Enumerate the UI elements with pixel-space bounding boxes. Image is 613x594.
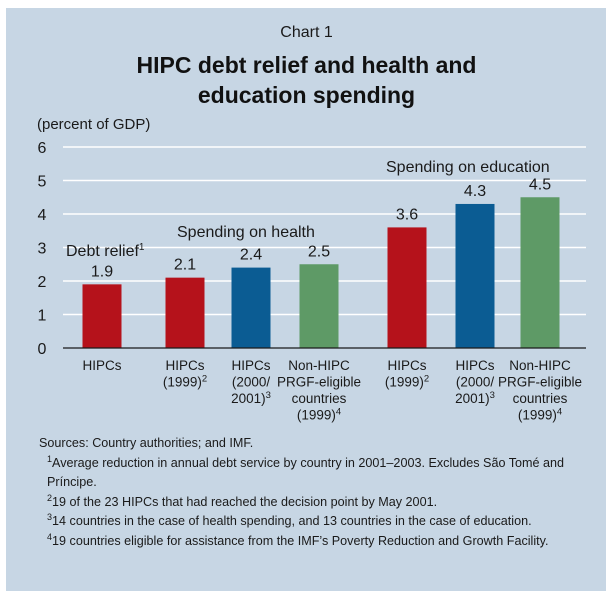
y-tick-label-1: 1 [38, 308, 47, 325]
footnote-4-text: 19 countries eligible for assistance fro… [52, 533, 549, 548]
bar-category-label-1: HIPCs [82, 358, 121, 373]
y-tick-label-3: 3 [38, 241, 47, 258]
bar-7 [520, 197, 560, 348]
bar-value-label-1: 1.9 [91, 263, 113, 280]
bar-value-label-6: 4.3 [464, 183, 486, 200]
footnote-4-mark: 4 [47, 531, 53, 542]
chart-title-line-1: HIPC debt relief and health and [136, 52, 477, 78]
y-tick-label-4: 4 [38, 207, 47, 224]
y-tick-label-6: 6 [38, 140, 47, 157]
footnote-2-mark: 2 [47, 492, 53, 503]
group-label-3: Spending on education [386, 159, 550, 176]
footnote-3: 314 countries in the case of health spen… [39, 512, 604, 532]
group-label-1: Debt relief1 [66, 242, 145, 260]
footnote-2: 219 of the 23 HIPCs that had reached the… [39, 493, 604, 513]
bar-value-label-4: 2.5 [308, 243, 330, 260]
y-axis-unit: (percent of GDP) [37, 116, 151, 133]
bar-value-label-3: 2.4 [240, 247, 262, 264]
bar-4 [299, 264, 339, 348]
chart-title-line-2: education spending [197, 82, 416, 108]
y-tick-label-2: 2 [38, 274, 47, 291]
y-tick-label-0: 0 [38, 341, 47, 358]
bar-category-label-6: HIPCs (2000/2001)3 [455, 358, 495, 406]
chart-kicker: Chart 1 [280, 24, 333, 41]
bar-6 [455, 203, 495, 348]
bar-3 [231, 267, 271, 348]
footnote-1-mark: 1 [47, 453, 53, 464]
sources-note: Sources: Country authorities; and IMF. [39, 436, 254, 450]
chart-notes: Sources: Country authorities; and IMF. 1… [39, 434, 604, 551]
bar-1 [82, 284, 122, 348]
footnote-4: 419 countries eligible for assistance fr… [39, 532, 604, 552]
footnote-3-mark: 3 [47, 511, 53, 522]
bar-value-label-5: 3.6 [396, 206, 418, 223]
bar-category-label-5: HIPCs (1999)2 [385, 358, 429, 390]
bar-category-label-2: HIPCs (1999)2 [163, 358, 207, 390]
bar-category-label-3: HIPCs (2000/2001)3 [231, 358, 271, 406]
bar-category-label-7: Non-HIPC PRGF-eligible countries (1999)4 [498, 358, 582, 423]
footnote-2-text: 19 of the 23 HIPCs that had reached the … [52, 494, 438, 509]
y-tick-label-5: 5 [38, 174, 47, 191]
chart-title: HIPC debt relief and health and educatio… [0, 50, 613, 110]
bar-5 [387, 227, 427, 348]
bar-value-label-7: 4.5 [529, 176, 551, 193]
bar-category-label-4: Non-HIPC PRGF-eligible countries (1999)4 [277, 358, 361, 423]
footnote-1-text: Average reduction in annual debt service… [47, 455, 565, 490]
bar-2 [165, 277, 205, 348]
group-label-2: Spending on health [177, 224, 315, 241]
footnote-3-text: 14 countries in the case of health spend… [52, 514, 532, 528]
footnote-1: 1Average reduction in annual debt servic… [39, 454, 604, 493]
bar-value-label-2: 2.1 [174, 257, 196, 274]
